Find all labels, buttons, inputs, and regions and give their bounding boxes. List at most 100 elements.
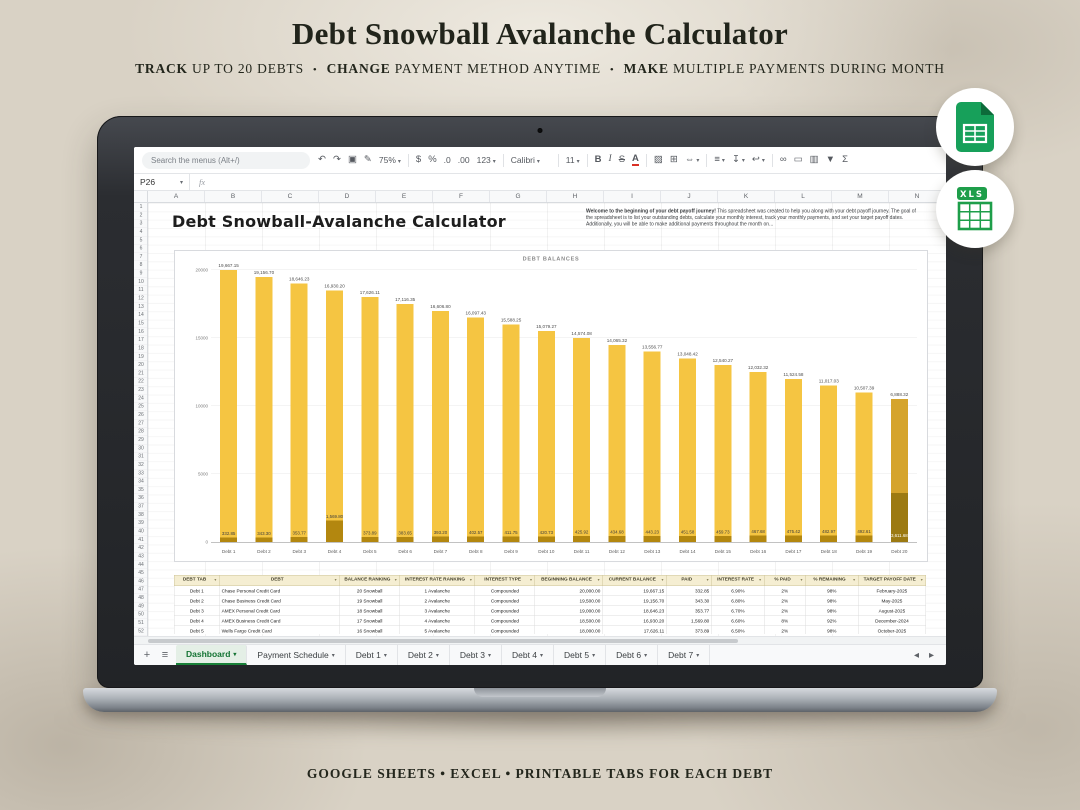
table-cell[interactable]: 373.89	[666, 625, 712, 634]
table-cell[interactable]: 8%	[763, 615, 806, 626]
insert-comment-button[interactable]: ▭	[793, 154, 803, 166]
strikethrough-button[interactable]: S	[618, 154, 626, 166]
table-cell[interactable]: Compounded	[474, 595, 536, 606]
table-cell[interactable]: AMEX Business Credit Card	[219, 615, 340, 626]
table-cell[interactable]: Compounded	[474, 625, 536, 634]
column-header-j[interactable]: J	[661, 191, 718, 202]
table-cell[interactable]: May-2025	[857, 595, 926, 606]
table-cell[interactable]: 98%	[805, 585, 859, 596]
sheet-tab-debt-5[interactable]: Debt 5 ▾	[554, 645, 607, 665]
table-header-debt[interactable]: DEBT ▼	[219, 575, 340, 586]
row-header-29[interactable]: 29	[134, 436, 147, 445]
table-cell[interactable]: AMEX Personal Credit Card	[219, 605, 340, 616]
scrollbar-thumb[interactable]	[148, 639, 738, 643]
percent-format-button[interactable]: %	[428, 154, 437, 166]
table-cell[interactable]: 19,156.70	[602, 595, 667, 606]
column-header-e[interactable]: E	[376, 191, 433, 202]
table-cell[interactable]: Debt 2	[174, 595, 220, 606]
row-header-22[interactable]: 22	[134, 378, 147, 387]
table-header-current-balance[interactable]: CURRENT BALANCE ▼	[602, 575, 667, 586]
undo-icon[interactable]: ↶	[318, 154, 326, 166]
row-header-49[interactable]: 49	[134, 602, 147, 611]
insert-link-button[interactable]: ∞	[779, 154, 787, 166]
column-header-c[interactable]: C	[262, 191, 319, 202]
sheet-tab-debt-2[interactable]: Debt 2 ▾	[398, 645, 450, 665]
table-header-balance-ranking[interactable]: BALANCE RANKING ▼	[339, 575, 400, 586]
row-header-43[interactable]: 43	[134, 552, 147, 561]
table-cell[interactable]: Debt 1	[174, 585, 220, 596]
paint-format-icon[interactable]: ✎	[363, 154, 372, 166]
row-header-41[interactable]: 41	[134, 536, 147, 545]
row-header-5[interactable]: 5	[134, 236, 147, 245]
currency-format-button[interactable]: $	[415, 154, 422, 166]
horizontal-scrollbar[interactable]	[134, 636, 946, 644]
row-header-42[interactable]: 42	[134, 544, 147, 553]
table-cell[interactable]: 3 Avalanche	[399, 605, 476, 616]
column-header-k[interactable]: K	[718, 191, 775, 202]
row-header-14[interactable]: 14	[134, 311, 147, 320]
table-cell[interactable]: 98%	[805, 605, 859, 616]
name-box[interactable]: P26 ▾	[134, 174, 190, 190]
table-cell[interactable]: 16 Snowball	[339, 625, 400, 634]
insert-chart-button[interactable]: ▥	[809, 154, 819, 166]
row-header-10[interactable]: 10	[134, 278, 147, 287]
table-cell[interactable]: August-2025	[857, 605, 926, 616]
row-header-45[interactable]: 45	[134, 569, 147, 578]
row-header-36[interactable]: 36	[134, 494, 147, 503]
table-header--paid[interactable]: % PAID ▼	[763, 575, 806, 586]
sheet-tab-debt-1[interactable]: Debt 1 ▾	[346, 645, 398, 665]
borders-button[interactable]: ⊞	[669, 154, 678, 166]
number-format-button[interactable]: 123 ▾	[476, 154, 496, 165]
debt-balances-chart[interactable]: DEBT BALANCES 0 5000 10000 15000 20000 19,667…	[174, 250, 928, 562]
table-cell[interactable]: Debt 3	[174, 605, 220, 616]
table-cell[interactable]: 92%	[805, 615, 859, 626]
merge-cells-button[interactable]: ⇔ ▾	[684, 154, 700, 166]
sheet-canvas[interactable]: Debt Snowball-Avalanche Calculator Welco…	[148, 203, 946, 636]
table-cell[interactable]: Compounded	[474, 615, 536, 626]
table-cell[interactable]: 6.50%	[711, 625, 765, 634]
table-cell[interactable]: 18 Snowball	[339, 605, 400, 616]
table-cell[interactable]: December-2024	[857, 615, 926, 626]
table-cell[interactable]: Chase Business Credit Card	[219, 595, 340, 606]
row-header-4[interactable]: 4	[134, 228, 147, 237]
italic-button[interactable]: I	[608, 154, 612, 165]
table-cell[interactable]: 6.60%	[711, 615, 765, 626]
column-header-b[interactable]: B	[205, 191, 262, 202]
table-cell[interactable]: 19,000.00	[534, 605, 603, 616]
table-cell[interactable]: 4 Avalanche	[399, 615, 476, 626]
table-cell[interactable]: 1 Avalanche	[399, 585, 476, 596]
bold-button[interactable]: B	[594, 154, 602, 166]
row-header-3[interactable]: 3	[134, 220, 147, 228]
table-cell[interactable]: Debt 4	[174, 615, 220, 626]
table-cell[interactable]: 332.85	[666, 585, 712, 596]
table-cell[interactable]: 353.77	[666, 605, 712, 616]
table-header-paid[interactable]: PAID ▼	[666, 575, 712, 586]
row-header-7[interactable]: 7	[134, 253, 147, 262]
scroll-tabs-left-button[interactable]: ◂	[913, 649, 919, 661]
table-cell[interactable]: 1,569.80	[666, 615, 712, 626]
redo-icon[interactable]: ↷	[332, 154, 341, 166]
add-sheet-button[interactable]: +	[143, 649, 151, 661]
print-icon[interactable]: ▣	[347, 154, 357, 166]
functions-button[interactable]: Σ	[842, 154, 848, 166]
table-header-target-payoff-date[interactable]: TARGET PAYOFF DATE ▼	[857, 575, 926, 586]
sheet-tab-debt-3[interactable]: Debt 3 ▾	[450, 645, 502, 665]
row-header-27[interactable]: 27	[134, 419, 147, 428]
row-header-2[interactable]: 2	[134, 211, 147, 220]
table-cell[interactable]: 6.90%	[711, 585, 765, 596]
table-header-debt-tab[interactable]: DEBT TAB ▼	[174, 575, 220, 586]
row-header-21[interactable]: 21	[134, 369, 147, 378]
table-cell[interactable]: 16,930.20	[602, 615, 667, 626]
sheet-tab-debt-4[interactable]: Debt 4 ▾	[502, 645, 555, 665]
sheet-tab-debt-6[interactable]: Debt 6 ▾	[606, 645, 659, 665]
column-header-a[interactable]: A	[148, 191, 205, 202]
table-cell[interactable]: 98%	[805, 625, 859, 634]
row-header-28[interactable]: 28	[134, 428, 147, 436]
table-cell[interactable]: Wells Fargo Credit Card	[219, 625, 340, 634]
table-cell[interactable]: 20 Snowball	[339, 585, 400, 596]
row-header-47[interactable]: 47	[134, 586, 147, 595]
row-header-8[interactable]: 8	[134, 261, 147, 270]
table-cell[interactable]: 19 Snowball	[339, 595, 400, 606]
row-header-34[interactable]: 34	[134, 478, 147, 486]
fill-color-button[interactable]: ▨	[653, 154, 663, 166]
